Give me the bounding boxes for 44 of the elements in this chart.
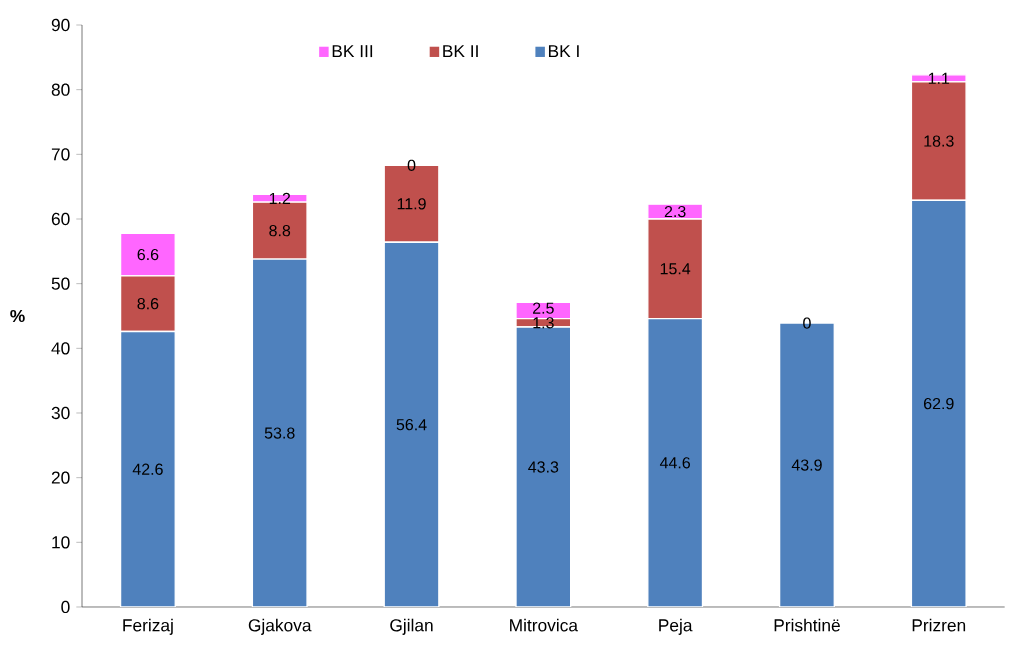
x-tick-label: Mitrovica — [510, 618, 578, 632]
x-tick-label: Gjilan — [390, 618, 433, 635]
data-label: 56.4 — [396, 418, 427, 431]
data-label: 1.3 — [533, 317, 554, 329]
data-label: 11.9 — [397, 198, 426, 210]
data-label: 43.9 — [791, 459, 822, 471]
data-label: 8.6 — [137, 298, 159, 310]
data-label: 6.6 — [137, 248, 159, 261]
bar — [251, 258, 308, 607]
bar — [383, 241, 440, 607]
data-label: 42.6 — [132, 463, 163, 475]
data-label: 8.8 — [269, 224, 291, 237]
data-label: 2.5 — [533, 302, 554, 314]
x-tick-label: Prizren — [912, 618, 966, 632]
y-tick-label: 20 — [51, 471, 70, 484]
data-label: 44.6 — [659, 457, 691, 469]
legend-label: BK II — [443, 45, 478, 58]
data-label: 43.3 — [528, 461, 559, 473]
y-tick-label: 40 — [51, 342, 70, 355]
y-tick-label: 0 — [61, 600, 70, 614]
y-tick-label: 50 — [51, 277, 70, 290]
bar — [647, 317, 704, 607]
legend-label: BK I — [548, 45, 579, 58]
data-label: 1.2 — [269, 192, 291, 204]
x-tick-label: Prishtinë — [774, 618, 840, 632]
x-tick-label: Gjakova — [248, 618, 312, 635]
y-tick-label: 70 — [51, 148, 70, 161]
data-label: 18.3 — [924, 135, 954, 147]
y-axis-title: % — [10, 309, 25, 323]
data-label: 2.3 — [664, 205, 686, 218]
bar — [910, 199, 967, 607]
x-tick-label: Peja — [659, 618, 693, 635]
data-label: 62.9 — [924, 397, 954, 410]
y-tick-label: 80 — [51, 83, 70, 96]
legend-label: BK III — [332, 45, 373, 58]
bar — [119, 330, 176, 607]
y-tick-label: 30 — [51, 406, 70, 420]
y-tick-label: 90 — [51, 18, 70, 32]
data-label: 53.8 — [264, 427, 295, 439]
data-label: 0 — [407, 159, 416, 171]
data-label: 15.4 — [660, 263, 691, 275]
x-tick-label: Ferizaj — [123, 618, 173, 635]
y-tick-label: 60 — [51, 212, 70, 226]
y-tick-label: 10 — [52, 536, 70, 549]
